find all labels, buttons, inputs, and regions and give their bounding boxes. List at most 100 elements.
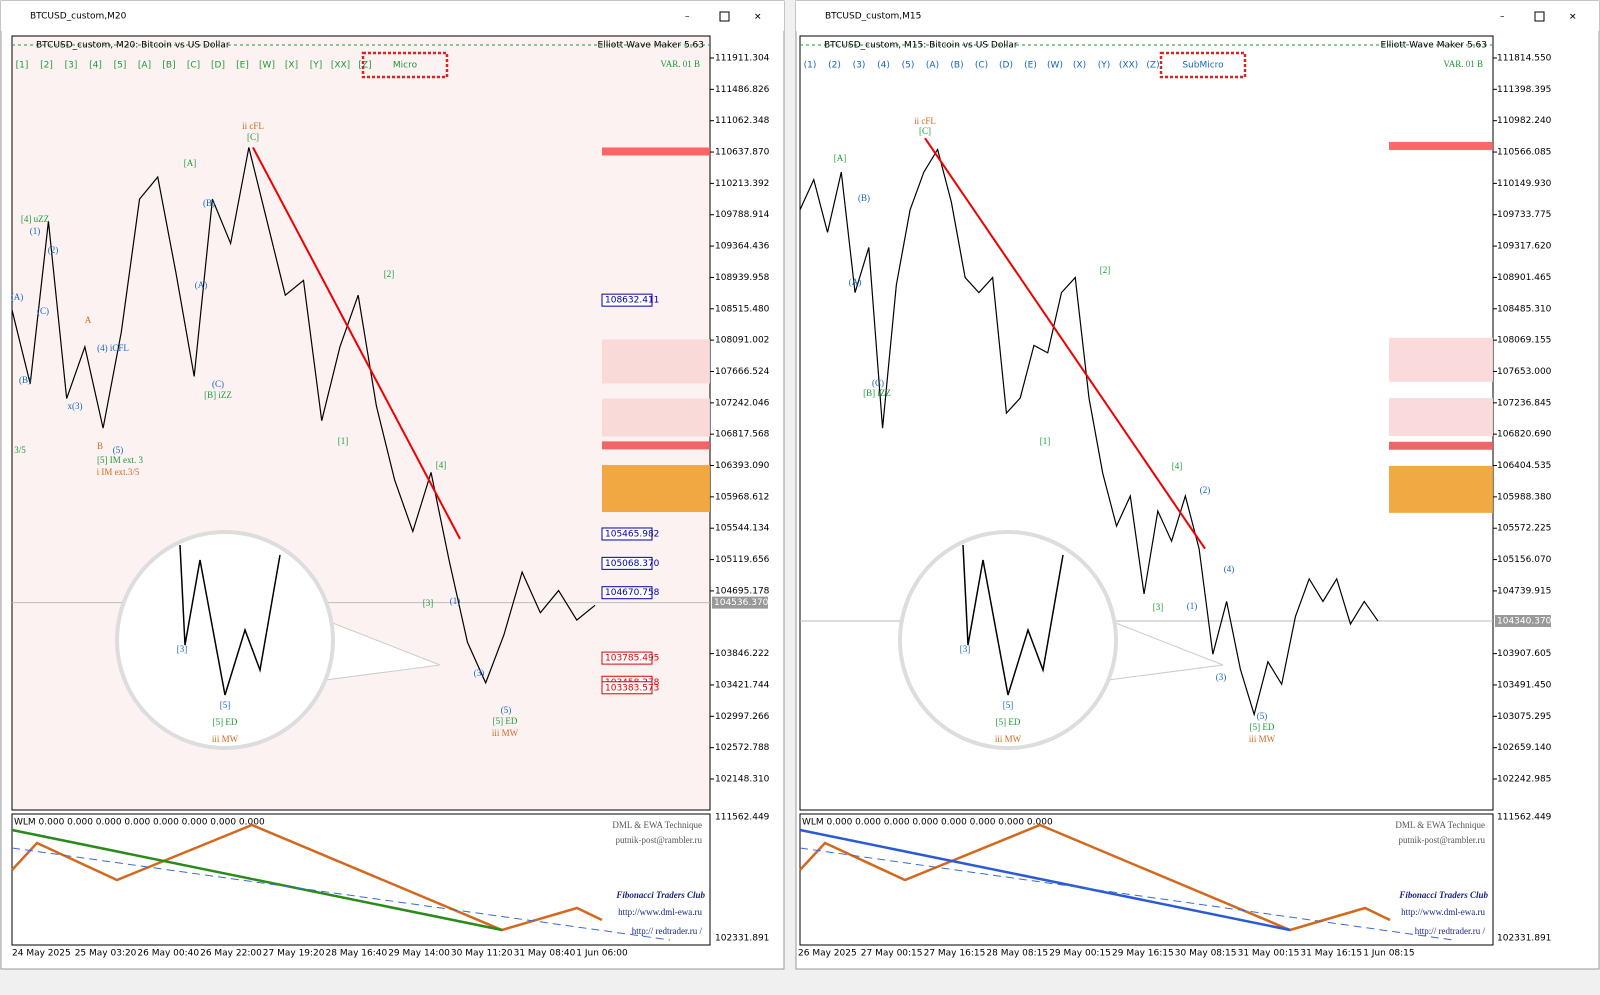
wave-button[interactable]: (Y) — [1098, 61, 1111, 71]
price-tick-label: 105988.380 — [1497, 492, 1552, 502]
price-tick-label: 111911.304 — [715, 54, 770, 64]
mode-highlight — [361, 51, 449, 79]
wave-button[interactable]: [D] — [211, 61, 225, 71]
wave-button[interactable]: [X] — [285, 61, 298, 71]
window-minimize[interactable]: – — [1500, 12, 1505, 22]
price-box-label: 105068.370 — [605, 559, 660, 569]
chart-window: BTCUSD_custom,M15 – ✕ 111814.550 111398.395 1… — [795, 0, 1600, 970]
title-bar — [796, 1, 1599, 31]
zone — [602, 339, 710, 384]
price-box — [601, 681, 653, 695]
wave-button[interactable]: (Z) — [1146, 61, 1159, 71]
var-label: VAR. 01 B — [660, 59, 700, 69]
window-title: BTCUSD_custom,M15 — [825, 12, 921, 22]
wave-button[interactable]: [Y] — [310, 61, 323, 71]
wave-button[interactable]: [B] — [162, 61, 175, 71]
wave-label: (A) — [11, 292, 24, 302]
date-label: 28 May 08:15 — [986, 949, 1048, 959]
wave-button[interactable]: (3) — [853, 61, 866, 71]
price-tick-label: 111486.826 — [715, 85, 770, 95]
price-tick-label: 103491.450 — [1497, 680, 1552, 690]
price-line — [799, 147, 1379, 717]
price-box-label: 104670.758 — [605, 588, 660, 598]
wave-label: [5] IM ext. 3 — [97, 455, 143, 465]
price-tick-label: 108069.155 — [1497, 336, 1551, 346]
price-tick-label: 105544.134 — [715, 524, 770, 534]
wave-button[interactable]: [4] — [89, 61, 102, 71]
window-maximize[interactable] — [719, 11, 730, 22]
price-box-label: 103383.573 — [605, 683, 659, 693]
wave-button[interactable]: (2) — [828, 61, 841, 71]
indicator-site[interactable]: http://www.dml-ewa.ru — [618, 907, 702, 917]
window-maximize[interactable] — [1534, 11, 1545, 22]
wave-button[interactable]: [W] — [259, 61, 275, 71]
wave-label: (C) — [212, 379, 224, 389]
price-tick-label: 107242.046 — [715, 398, 770, 408]
price-tick-label: 108515.480 — [715, 304, 770, 314]
price-tick-label: 106404.535 — [1497, 461, 1551, 471]
price-box-label: 105465.982 — [605, 529, 659, 539]
price-tick-label: 105156.070 — [1497, 555, 1552, 565]
date-label: 31 May 00:15 — [1238, 949, 1300, 959]
wave-button[interactable]: (A) — [926, 61, 939, 71]
wave-label: A — [85, 315, 92, 325]
wave-button[interactable]: [Z] — [358, 61, 371, 71]
price-tick-label: 110213.392 — [715, 179, 769, 189]
wave-label: iii MW — [1249, 734, 1276, 744]
window-close[interactable]: ✕ — [1569, 13, 1577, 23]
wave-button[interactable]: [2] — [40, 61, 53, 71]
price-tick-label: 102242.985 — [1497, 775, 1551, 785]
wave-button[interactable]: (B) — [950, 61, 963, 71]
wave-label: [1] — [1040, 436, 1051, 446]
price-tick-label: 103907.605 — [1497, 649, 1551, 659]
wave-button[interactable]: [3] — [65, 61, 78, 71]
zoom-label: [5] ED — [996, 717, 1021, 727]
indicator-readout: WLM 0.000 0.000 0.000 0.000 0.000 0.000 … — [14, 818, 265, 828]
indicator-site[interactable]: http:// redtrader.ru / — [1415, 926, 1486, 936]
wave-button[interactable]: [E] — [236, 61, 249, 71]
price-box — [601, 556, 653, 570]
wave-label: (A) — [849, 277, 862, 287]
date-label: 31 May 16:15 — [1300, 949, 1362, 959]
wave-label: (B) — [203, 198, 215, 208]
zoom-circle — [898, 530, 1118, 750]
zoom-circle — [115, 530, 335, 750]
ea-name: Elliott Wave Maker 5.63 — [1381, 41, 1487, 51]
wave-button[interactable]: (XX) — [1119, 61, 1138, 71]
window-minimize[interactable]: – — [685, 12, 690, 22]
wave-button[interactable]: [5] — [114, 61, 127, 71]
price-tick-label: 104739.915 — [1497, 586, 1551, 596]
wave-button[interactable]: [A] — [138, 61, 151, 71]
mode-label[interactable]: SubMicro — [1182, 61, 1224, 71]
window-close[interactable]: ✕ — [754, 13, 762, 23]
mode-highlight — [1159, 51, 1247, 79]
wave-button[interactable]: (E) — [1024, 61, 1037, 71]
wave-button[interactable]: [1] — [16, 61, 29, 71]
indicator-site[interactable]: http:// redtrader.ru / — [632, 926, 703, 936]
indicator-site[interactable]: http://www.dml-ewa.ru — [1401, 907, 1485, 917]
zoom-label: [5] — [1003, 700, 1014, 710]
indicator-trend — [11, 828, 503, 932]
wave-button[interactable]: (X) — [1073, 61, 1086, 71]
price-tick-label: 107666.524 — [715, 367, 770, 377]
wave-button[interactable]: (C) — [975, 61, 988, 71]
wave-button[interactable]: (4) — [877, 61, 890, 71]
wave-label: (4) — [1224, 564, 1235, 574]
wave-button[interactable]: (D) — [999, 61, 1013, 71]
date-label: 25 May 03:20 — [75, 949, 137, 959]
price-tick-label: 109733.775 — [1497, 210, 1551, 220]
wave-label: [C] — [919, 126, 931, 136]
wave-label: [3] — [423, 598, 434, 608]
wave-button[interactable]: (W) — [1047, 61, 1063, 71]
wave-button[interactable]: (5) — [902, 61, 915, 71]
wave-button[interactable]: [XX] — [331, 61, 350, 71]
price-tick-label: 103421.744 — [715, 680, 770, 690]
mode-label[interactable]: Micro — [393, 61, 418, 71]
wave-button[interactable]: (1) — [804, 61, 817, 71]
indicator-tick-label: 102331.891 — [715, 934, 769, 944]
wave-button[interactable]: [C] — [187, 61, 200, 71]
date-label: 1 Jun 08:15 — [1363, 949, 1414, 959]
wave-label: [B] iZZ — [863, 388, 891, 398]
price-tick-label: 108901.465 — [1497, 273, 1551, 283]
wave-label: [5] ED — [1250, 722, 1275, 732]
